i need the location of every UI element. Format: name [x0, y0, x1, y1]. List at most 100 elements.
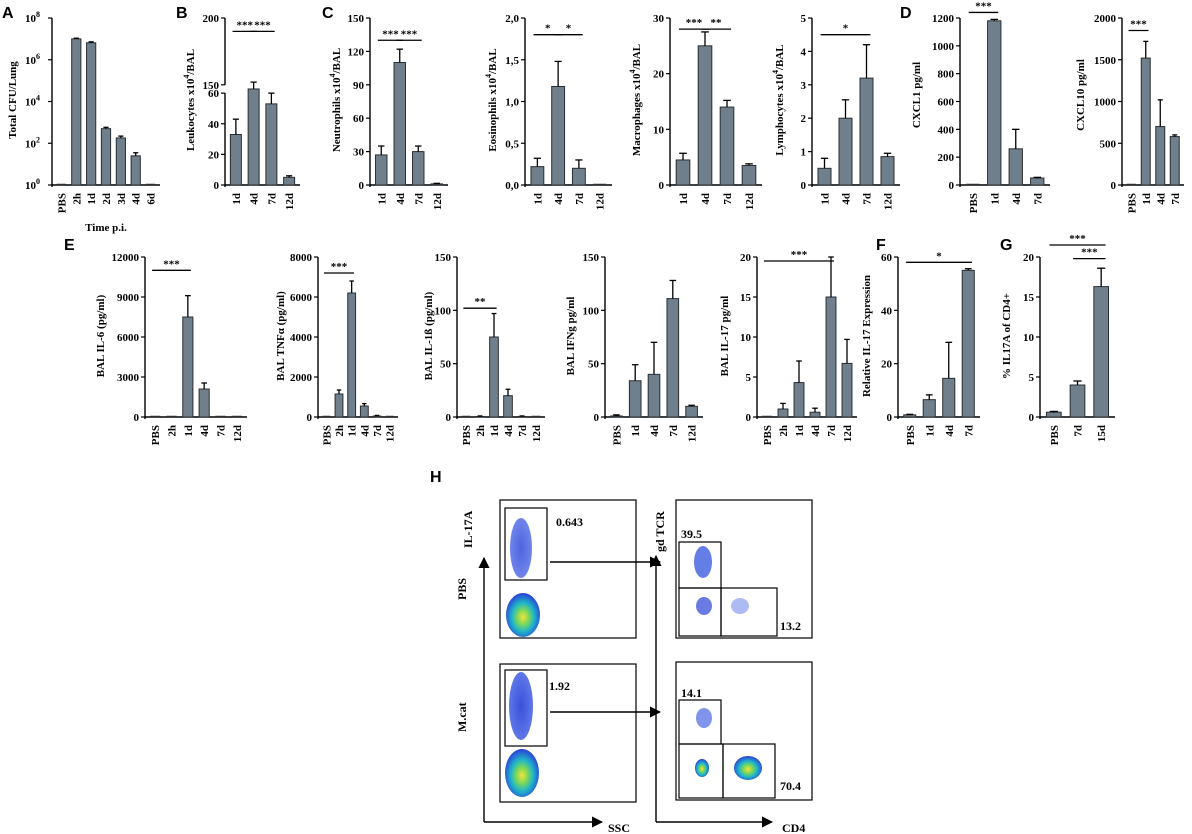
- x-tick-label: 7d: [1170, 193, 1182, 205]
- bar-4d: [393, 62, 406, 186]
- y-tick-label: 2,0: [505, 13, 519, 25]
- x-tick-label: 1d: [1141, 193, 1153, 205]
- x-tick-label: 7d: [1032, 193, 1044, 205]
- y-axis-label: Eosinophils x104/BAL: [484, 48, 499, 151]
- x-tick-label: 7d: [862, 193, 874, 205]
- axis-break: [221, 84, 302, 93]
- pbs-cd4-gate-value: 13.2: [780, 619, 801, 633]
- bar-12d: [430, 183, 443, 186]
- y-tick-label: 200: [938, 152, 955, 164]
- panel-label-e: E: [64, 237, 75, 254]
- panel-label-g: G: [1000, 237, 1012, 254]
- mcat-il17a-gate[interactable]: [504, 669, 548, 747]
- chart-f: 0 20 40 60 Relative IL-17 Expression PBS 1d 4d 7…: [861, 250, 980, 445]
- y-tick-label: 20: [653, 69, 665, 81]
- y-tick-label: 60: [353, 113, 365, 125]
- bar-2h: [71, 38, 82, 186]
- x-tick-label: 4d: [249, 193, 261, 205]
- bar-4d: [247, 88, 260, 186]
- bar-12d: [880, 156, 895, 186]
- x-tick-label: 12d: [883, 193, 895, 210]
- y-tick-label: 0: [1111, 180, 1117, 192]
- significance-stars: **: [475, 296, 487, 308]
- bar-7d: [1069, 384, 1086, 418]
- y-axis-label: Lymphocytes x104/BAL: [771, 44, 786, 155]
- bar-4d: [809, 411, 821, 418]
- pbs-cd4-population: [731, 598, 749, 614]
- y-tick-label: 0: [746, 412, 752, 424]
- row-label-mcat: M.cat: [455, 702, 469, 732]
- y-tick-label: 200: [203, 13, 220, 25]
- y-tick-label: 12000: [112, 252, 140, 264]
- bar-7d: [372, 415, 382, 418]
- x-tick-label: 1d: [678, 193, 690, 205]
- chart-c2: 0,0 0,5 1,0 1,5 2,0 Eosinophils x104/BAL 1d 4d 7…: [484, 13, 612, 210]
- x-tick-label: 2h: [71, 193, 83, 205]
- y-tick-label: 106: [25, 52, 40, 67]
- gdtcr-axis-label: gd TCR: [653, 511, 667, 552]
- y-tick-label: 100: [583, 305, 600, 317]
- panel-label-h: H: [430, 469, 442, 486]
- y-tick-label: 0: [594, 412, 600, 424]
- bar-12d: [841, 362, 853, 418]
- chart-e2: 0 2000 4000 6000 8000 BAL TNFα (pg/ml) PBS 2h 1d…: [275, 252, 398, 445]
- bar-4d: [130, 155, 141, 186]
- panel-label-c: C: [322, 5, 334, 22]
- x-tick-label: 1d: [989, 193, 1001, 205]
- y-axis-label: BAL IL-17 pg/ml: [719, 296, 731, 377]
- y-tick-label: 6000: [290, 292, 313, 304]
- bar-4d: [503, 395, 513, 418]
- x-tick-label: 7d: [266, 193, 278, 205]
- chart-a: 100 102 104 106 108 Total CFU/Lung PBS 2h 1d 2d 3d…: [7, 10, 160, 234]
- significance-stars: ***: [686, 17, 703, 29]
- bar-1d: [987, 20, 1002, 186]
- bar-2h: [777, 408, 789, 418]
- significance-stars: ***: [1130, 19, 1147, 31]
- bar-3d: [115, 137, 126, 186]
- y-tick-label: 0: [949, 180, 955, 192]
- chart-g: 0 5 10 15 20 % IL17A of CD4+ PBS 7d 15d *** ***: [1001, 233, 1115, 445]
- x-tick-label: 12d: [744, 193, 756, 210]
- mcat-gdtcr-population: [696, 708, 712, 728]
- y-tick-label: 2000: [1094, 13, 1117, 25]
- y-tick-label: 1: [801, 147, 807, 159]
- mcat-cd4-gate[interactable]: [722, 743, 776, 799]
- x-tick-label: 2h: [334, 425, 346, 437]
- chart-c1: 0 30 60 90 120 150 Neutrophils x104/BAL 1d 4d 7d 1…: [328, 13, 448, 210]
- y-tick-label: 2000: [290, 372, 313, 384]
- bar-pbs: [610, 415, 623, 418]
- bar-4d: [838, 117, 853, 186]
- y-tick-label: 150: [583, 252, 600, 264]
- y-tick-label: 8000: [290, 252, 313, 264]
- panel-label-b: B: [176, 5, 188, 22]
- pbs-cd4-gate[interactable]: [720, 587, 778, 637]
- y-axis-label: BAL IL-6 (pg/ml): [95, 294, 107, 377]
- y-tick-label: 60: [208, 88, 220, 100]
- y-tick-label: 20: [1023, 252, 1035, 264]
- y-tick-label: 4000: [290, 332, 313, 344]
- y-tick-label: 9000: [117, 292, 140, 304]
- x-tick-label: PBS: [611, 425, 623, 445]
- significance-stars: ***: [791, 249, 808, 261]
- pbs-il17a-gate[interactable]: [504, 507, 548, 581]
- x-tick-label: 12d: [595, 193, 607, 210]
- chart-d2: 0 500 1000 1500 2000 CXCL10 pg/ml PBS 1d 4d 7d ***: [1075, 13, 1184, 213]
- bar-2d: [100, 128, 112, 186]
- y-tick-label: 3000: [117, 372, 140, 384]
- chart-e1: 0 3000 6000 9000 12000 BAL IL-6 (pg/ml) PBS 2h 1…: [95, 252, 247, 445]
- bar-4d: [1155, 126, 1166, 186]
- bar-7d: [825, 296, 837, 418]
- bar-1d: [675, 159, 691, 186]
- y-tick-label: 1200: [932, 13, 955, 25]
- x-tick-label: 12d: [842, 425, 854, 442]
- y-tick-label: 40: [881, 305, 893, 317]
- y-tick-label: 108: [25, 10, 40, 25]
- bar-1d: [817, 167, 832, 186]
- x-tick-label: 4d: [503, 425, 515, 437]
- pbs-gdtcr-population: [694, 546, 712, 578]
- bar-4d: [198, 388, 210, 418]
- y-axis-label: CXCL1 pg/ml: [911, 62, 923, 128]
- y-tick-label: 0,0: [505, 180, 519, 192]
